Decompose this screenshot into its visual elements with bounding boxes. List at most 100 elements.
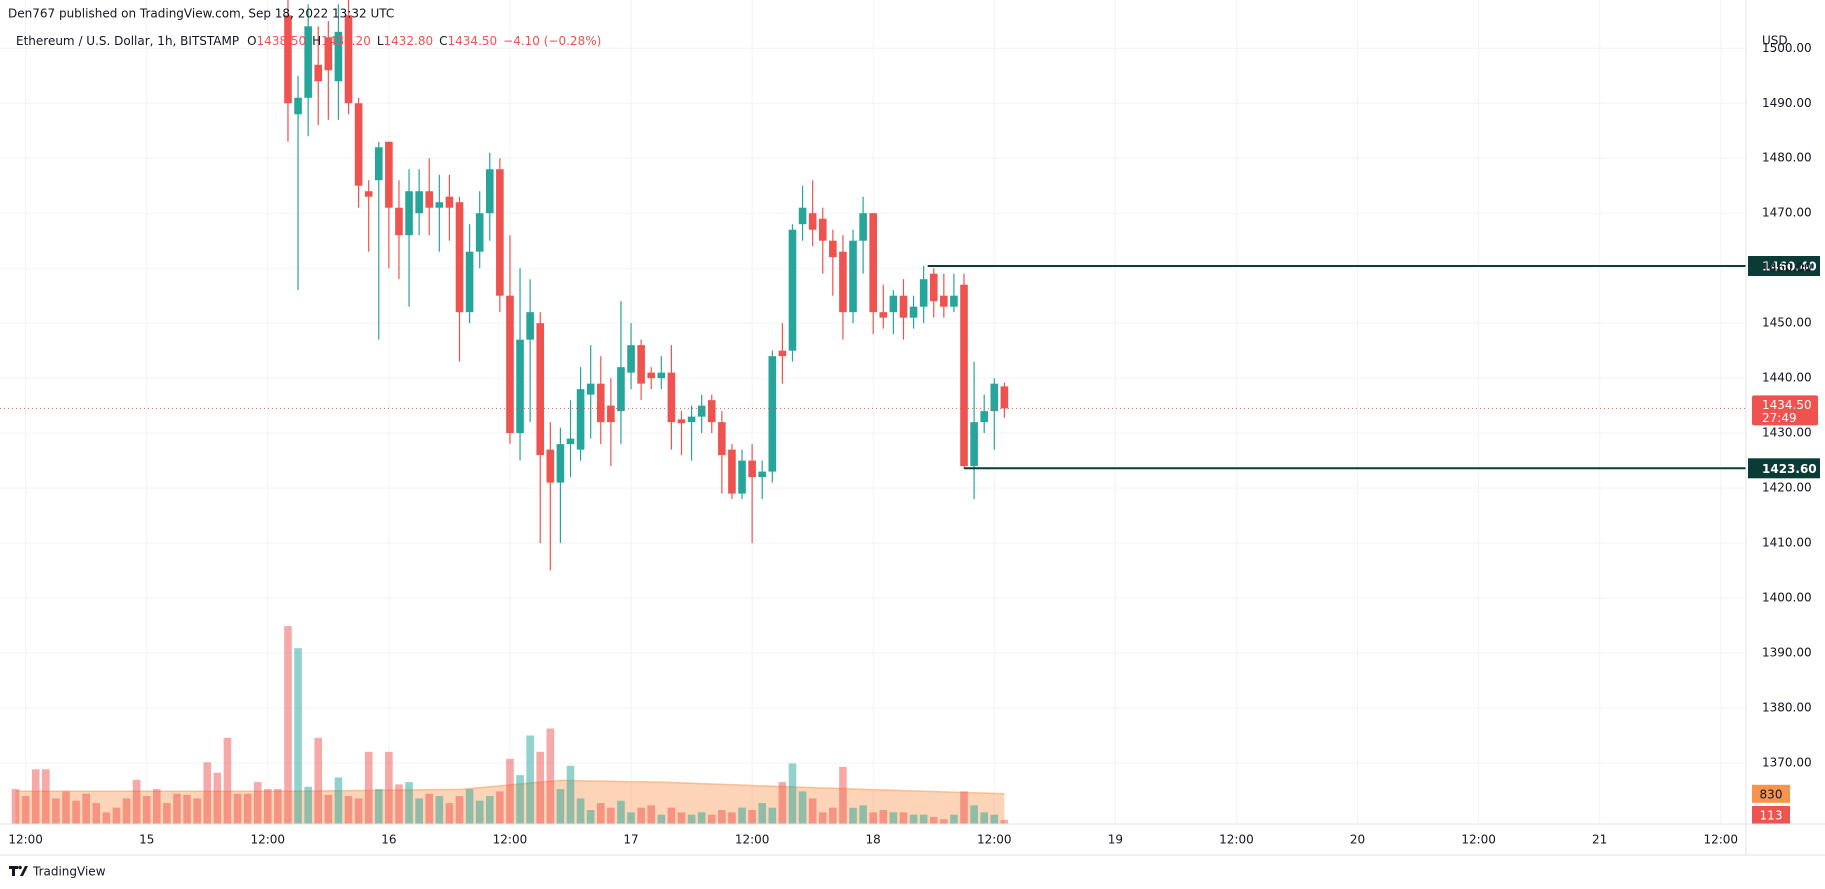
volume-bar	[314, 737, 323, 824]
volume-bar	[909, 814, 918, 824]
volume-bar	[52, 798, 60, 824]
candle-body	[950, 295, 958, 307]
volume-bar	[869, 812, 878, 824]
volume-bar	[72, 800, 80, 824]
volume-bar	[808, 798, 817, 824]
ohlc-value: 1432.80	[384, 34, 434, 48]
x-tick-label: 17	[623, 833, 638, 847]
countdown: 27:49	[1762, 411, 1797, 425]
symbol: Ethereum / U.S. Dollar, 1h, BITSTAMP	[16, 34, 239, 48]
volume-bar	[607, 807, 615, 824]
y-tick-label: 1370.00	[1762, 755, 1812, 769]
candle-body	[374, 147, 383, 181]
volume-bar	[21, 796, 30, 824]
candle-pane	[284, 0, 1009, 571]
volume-bar	[485, 796, 494, 824]
volume-bar	[153, 789, 161, 824]
candle-body	[748, 460, 756, 478]
candle-body	[455, 202, 464, 313]
candle-body	[304, 26, 312, 98]
volume-bar	[1000, 819, 1009, 824]
volume-bar	[697, 812, 706, 824]
volume-bar	[163, 803, 171, 824]
candle-body	[566, 438, 575, 445]
volume-bar	[183, 794, 191, 824]
volume-bar	[294, 648, 302, 824]
candle-body	[435, 202, 444, 208]
volume-bar	[304, 786, 312, 824]
volume-bar	[475, 800, 484, 824]
candle-body	[829, 240, 837, 258]
volume-bar	[859, 805, 867, 824]
volume-bar	[960, 791, 968, 824]
candle-body	[556, 444, 565, 483]
volume-bar	[496, 791, 504, 824]
volume-pane	[11, 626, 1009, 824]
candle-body	[859, 213, 867, 241]
level-tag	[1748, 255, 1820, 276]
candle-body	[929, 273, 938, 302]
candle-body	[354, 103, 363, 186]
volume-bar	[617, 800, 625, 824]
volume-bar	[950, 814, 958, 824]
volume-bar	[354, 798, 363, 824]
candle-body	[576, 389, 585, 450]
volume-bar	[102, 812, 111, 824]
x-tick-label: 12:00	[1219, 833, 1254, 847]
candle-body	[970, 422, 978, 467]
volume-bar	[31, 769, 40, 824]
candle-body	[869, 213, 878, 313]
volume-bar	[243, 793, 252, 824]
volume-bar	[748, 810, 756, 824]
candle-body	[940, 295, 948, 307]
candle-body	[607, 405, 615, 423]
volume-bar	[818, 812, 827, 824]
volume-bar	[526, 735, 534, 824]
volume-bar	[899, 812, 908, 824]
candle-body	[516, 339, 524, 434]
volume-bar	[62, 791, 70, 824]
volume-bar	[233, 793, 242, 824]
candle-body	[586, 383, 595, 395]
candle-body	[364, 191, 373, 197]
x-tick-label: 15	[139, 833, 154, 847]
y-tick-label: 1480.00	[1762, 151, 1812, 165]
volume-bar	[284, 626, 292, 824]
legend: Ethereum / U.S. Dollar, 1h, BITSTAMP O 143…	[16, 34, 601, 48]
candle-body	[909, 306, 918, 318]
candle-body	[879, 312, 888, 318]
candle-body	[889, 295, 898, 313]
candle-body	[990, 383, 999, 412]
y-tick-label: 1470.00	[1762, 206, 1812, 220]
volume-bar	[435, 796, 444, 824]
candle-body	[344, 15, 353, 104]
volume-bar	[385, 751, 393, 824]
candle-body	[707, 400, 716, 423]
volume-bar	[687, 814, 696, 824]
candle-body	[738, 460, 746, 494]
volume-bar	[253, 782, 262, 824]
x-tick-label: 19	[1108, 833, 1123, 847]
y-tick-label: 1440.00	[1762, 371, 1812, 385]
volume-bar	[42, 769, 50, 824]
volume-bar	[92, 803, 101, 824]
ohlc-key: O	[247, 34, 256, 48]
y-tick-label: 1460.00	[1762, 261, 1812, 275]
volume-bar	[516, 775, 524, 824]
volume-bar	[566, 765, 575, 824]
volume-bar	[919, 814, 928, 824]
volume-bar	[364, 751, 373, 824]
x-tick-label: 12:00	[977, 833, 1012, 847]
volume-bar	[405, 782, 413, 824]
volume-bar	[556, 789, 565, 824]
volume-bar	[344, 796, 353, 824]
candle-body	[818, 218, 827, 241]
volume-bar	[445, 803, 454, 824]
volume-bar	[647, 805, 656, 824]
candle-body	[647, 372, 656, 379]
candle-body	[617, 367, 625, 412]
volume-bar	[324, 794, 333, 824]
volume-bar	[839, 766, 847, 824]
